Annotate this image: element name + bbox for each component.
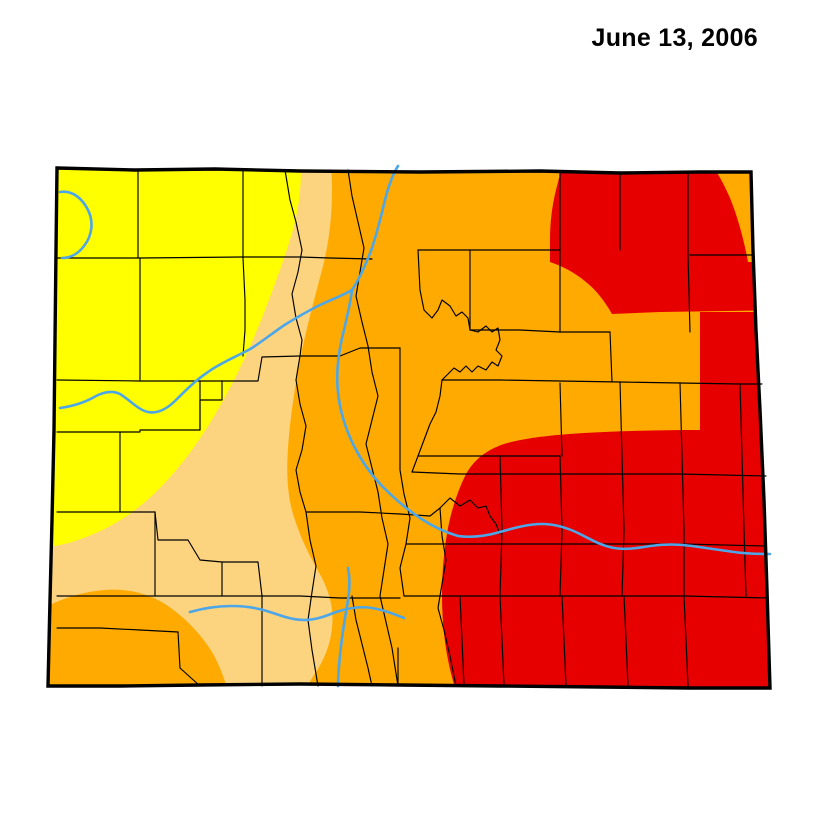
drought-region-d3-east-edge <box>700 312 770 430</box>
drought-region-d3-southeast <box>442 430 770 688</box>
state-boundary-colorado <box>46 166 772 690</box>
map-date-title: June 13, 2006 <box>591 24 758 52</box>
drought-region-d2-southwest <box>48 589 230 688</box>
river-layer <box>58 164 772 688</box>
drought-region-d0 <box>48 168 301 548</box>
drought-fill-layer <box>48 168 770 688</box>
county-boundary-layer <box>56 168 769 687</box>
